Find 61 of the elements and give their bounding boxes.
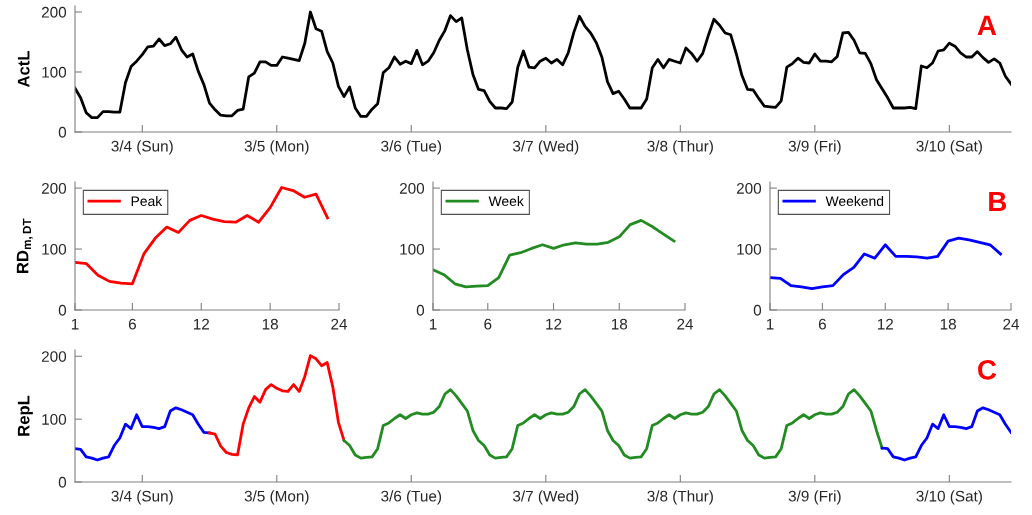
x-tick-label: 6 <box>484 318 492 330</box>
x-tick-label: 3/6 (Tue) <box>381 140 442 155</box>
annotation: B <box>989 191 1007 212</box>
x-tick-label: 24 <box>677 318 694 330</box>
y-tick-label: 200 <box>736 182 762 194</box>
x-tick-label: 12 <box>193 318 209 330</box>
x-tick-label: 3/10 (Sat) <box>916 490 982 505</box>
y-tick-label: 200 <box>41 6 67 18</box>
line-series <box>770 236 1002 291</box>
x-tick-label: 3/9 (Fri) <box>788 140 841 155</box>
x-tick-label: 3/8 (Thur) <box>647 140 713 155</box>
annotation: C <box>978 359 997 380</box>
line-series <box>342 388 884 460</box>
y-tick-label: 0 <box>58 126 67 138</box>
y-tick-label: 0 <box>58 476 67 488</box>
y-axis-title: ActL <box>17 50 30 88</box>
y-tick-label: 0 <box>753 304 762 316</box>
x-tick-label: 3/7 (Wed) <box>512 140 579 155</box>
legend-label: Week <box>488 195 524 207</box>
x-tick-label: 3/6 (Tue) <box>381 490 442 505</box>
x-tick-label: 3/10 (Sat) <box>916 140 982 155</box>
y-axis-title: RepL <box>17 395 33 436</box>
x-tick-label: 12 <box>546 318 562 330</box>
y-tick-label: 0 <box>416 304 425 316</box>
x-tick-label: 3/4 (Sun) <box>111 490 173 505</box>
y-tick-label: 0 <box>58 304 67 316</box>
x-tick-label: 24 <box>331 318 348 330</box>
y-tick-label: 100 <box>42 66 67 78</box>
legend-label: Peak <box>131 195 163 207</box>
y-tick-label: 200 <box>41 182 67 194</box>
y-tick-label: 100 <box>42 243 67 255</box>
x-tick-label: 1 <box>766 318 774 330</box>
y-tick-label: 100 <box>42 414 67 425</box>
x-tick-label: 1 <box>429 318 437 330</box>
y-tick-label: 200 <box>399 182 425 194</box>
x-tick-label: 3/9 (Fri) <box>788 490 841 505</box>
line-series <box>433 219 676 289</box>
x-tick-label: 24 <box>1003 318 1020 330</box>
x-tick-label: 6 <box>818 318 826 330</box>
line-series <box>208 354 346 457</box>
line-series <box>880 406 1011 462</box>
y-tick-label: 100 <box>400 243 425 255</box>
x-tick-label: 1 <box>71 318 79 330</box>
x-tick-label: 18 <box>262 318 278 330</box>
line-series <box>75 406 211 462</box>
line-series <box>75 186 329 286</box>
y-axis-title: RD$_{m,DT}$ <box>16 218 33 273</box>
y-tick-label: 200 <box>41 351 67 362</box>
x-tick-label: 12 <box>877 318 893 330</box>
line-series <box>75 10 1011 119</box>
y-tick-label: 100 <box>737 243 762 255</box>
x-tick-label: 18 <box>940 318 956 330</box>
x-tick-label: 18 <box>611 318 628 330</box>
annotation: A <box>977 15 997 35</box>
x-tick-label: 3/5 (Mon) <box>244 490 309 505</box>
x-tick-label: 6 <box>128 318 136 330</box>
x-tick-label: 3/5 (Mon) <box>244 140 309 155</box>
x-tick-label: 3/4 (Sun) <box>111 140 173 155</box>
x-tick-label: 3/7 (Wed) <box>512 490 579 505</box>
legend-label: Weekend <box>825 195 884 207</box>
x-tick-label: 3/8 (Thur) <box>647 490 713 505</box>
